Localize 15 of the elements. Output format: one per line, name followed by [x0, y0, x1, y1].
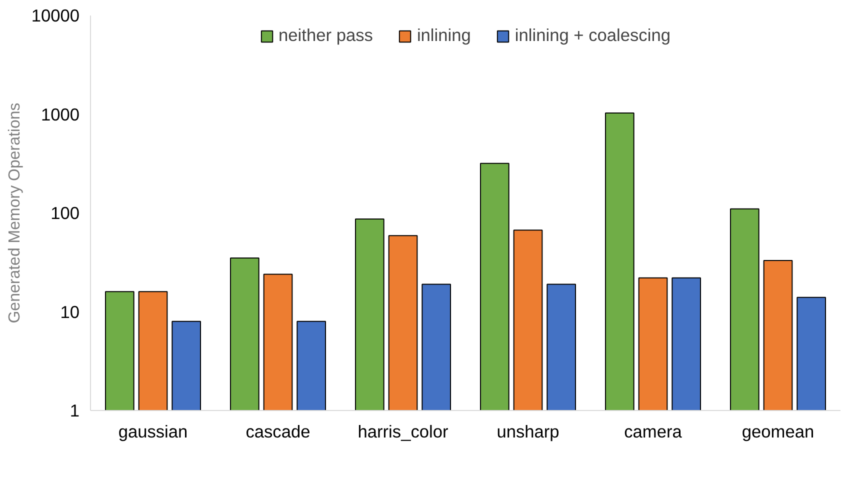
x-tick-label: gaussian: [118, 422, 188, 442]
x-tick-label: geomean: [742, 422, 814, 442]
legend-label: inlining: [416, 25, 471, 46]
x-tick-label: unsharp: [496, 422, 560, 442]
x-tick-label: camera: [624, 422, 682, 442]
x-tick-label: cascade: [246, 422, 310, 442]
y-axis-title: Generated Memory Operations: [6, 102, 24, 324]
legend-label: neither pass: [278, 25, 373, 46]
y-tick-label: 10000: [31, 6, 80, 26]
x-tick-label: harris_color: [358, 422, 448, 442]
y-tick-label: 10: [60, 302, 80, 322]
legend-label: inlining + coalescing: [514, 25, 670, 46]
y-tick-label: 1000: [40, 104, 80, 124]
y-tick-label: 1: [70, 400, 80, 420]
y-tick-label: 100: [50, 203, 80, 223]
